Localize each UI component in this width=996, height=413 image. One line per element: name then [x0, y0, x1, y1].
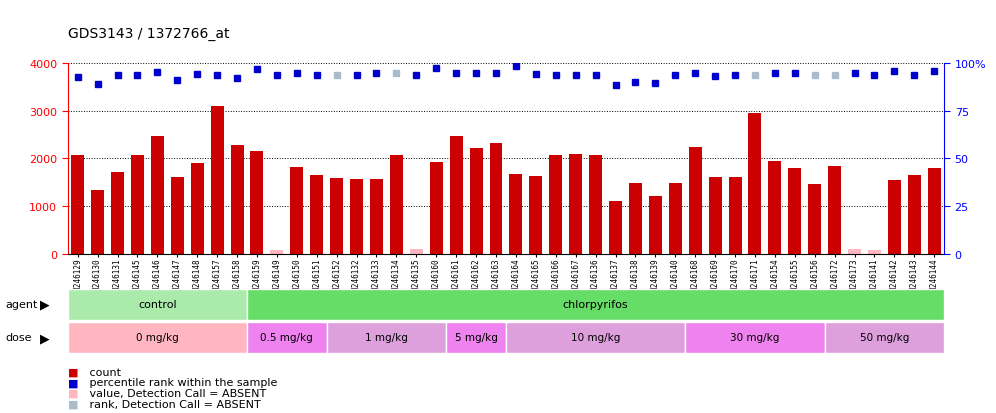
Text: 0.5 mg/kg: 0.5 mg/kg — [261, 332, 313, 343]
Bar — [68, 322, 247, 353]
Bar — [112, 172, 124, 254]
Text: ▶: ▶ — [40, 331, 50, 344]
Bar — [151, 137, 163, 254]
Bar — [371, 180, 382, 254]
Bar — [669, 184, 681, 254]
Bar — [247, 322, 327, 353]
Text: ■: ■ — [68, 367, 79, 377]
Bar — [689, 148, 701, 254]
Bar — [828, 167, 841, 254]
Bar — [72, 155, 85, 254]
Bar — [470, 149, 482, 254]
Text: rank, Detection Call = ABSENT: rank, Detection Call = ABSENT — [86, 399, 260, 409]
Bar — [430, 163, 443, 254]
Bar — [92, 190, 105, 254]
Bar — [530, 177, 542, 254]
Text: ■: ■ — [68, 377, 79, 387]
Bar — [171, 178, 184, 254]
Bar — [490, 144, 503, 254]
Text: value, Detection Call = ABSENT: value, Detection Call = ABSENT — [86, 388, 266, 398]
Text: ■: ■ — [68, 399, 79, 409]
Bar — [709, 178, 722, 254]
Bar — [927, 169, 940, 254]
Bar — [331, 179, 343, 254]
Bar — [410, 249, 422, 254]
Text: ■: ■ — [68, 388, 79, 398]
Text: dose: dose — [5, 332, 32, 343]
Bar — [590, 156, 602, 254]
Bar — [825, 322, 944, 353]
Bar — [351, 180, 363, 254]
Bar — [570, 154, 582, 254]
Bar — [788, 169, 801, 254]
Bar — [685, 322, 825, 353]
Bar — [230, 146, 243, 254]
Bar — [749, 114, 761, 254]
Bar — [610, 201, 622, 254]
Bar — [450, 137, 462, 254]
Bar — [68, 289, 247, 320]
Bar — [291, 168, 303, 254]
Text: agent: agent — [5, 299, 38, 310]
Text: GDS3143 / 1372766_at: GDS3143 / 1372766_at — [68, 27, 229, 41]
Bar — [446, 322, 506, 353]
Text: 30 mg/kg: 30 mg/kg — [730, 332, 780, 343]
Text: chlorpyrifos: chlorpyrifos — [563, 299, 628, 310]
Bar — [848, 249, 861, 254]
Bar — [728, 178, 741, 254]
Bar — [327, 322, 446, 353]
Bar — [908, 176, 920, 254]
Text: 50 mg/kg: 50 mg/kg — [860, 332, 909, 343]
Bar — [506, 322, 685, 353]
Bar — [247, 289, 944, 320]
Bar — [510, 174, 522, 254]
Text: ▶: ▶ — [40, 298, 50, 311]
Text: control: control — [138, 299, 176, 310]
Bar — [868, 250, 880, 254]
Bar — [251, 152, 263, 254]
Bar — [211, 107, 223, 254]
Bar — [271, 250, 284, 254]
Bar — [809, 184, 821, 254]
Bar — [311, 176, 323, 254]
Bar — [390, 155, 402, 254]
Bar — [769, 161, 781, 254]
Text: 5 mg/kg: 5 mg/kg — [454, 332, 498, 343]
Bar — [550, 155, 562, 254]
Bar — [629, 184, 641, 254]
Text: 0 mg/kg: 0 mg/kg — [136, 332, 178, 343]
Bar — [191, 164, 204, 254]
Bar — [649, 197, 661, 254]
Bar — [887, 181, 900, 254]
Text: count: count — [86, 367, 121, 377]
Bar — [131, 155, 144, 254]
Text: 10 mg/kg: 10 mg/kg — [571, 332, 621, 343]
Text: 1 mg/kg: 1 mg/kg — [365, 332, 408, 343]
Text: percentile rank within the sample: percentile rank within the sample — [86, 377, 277, 387]
